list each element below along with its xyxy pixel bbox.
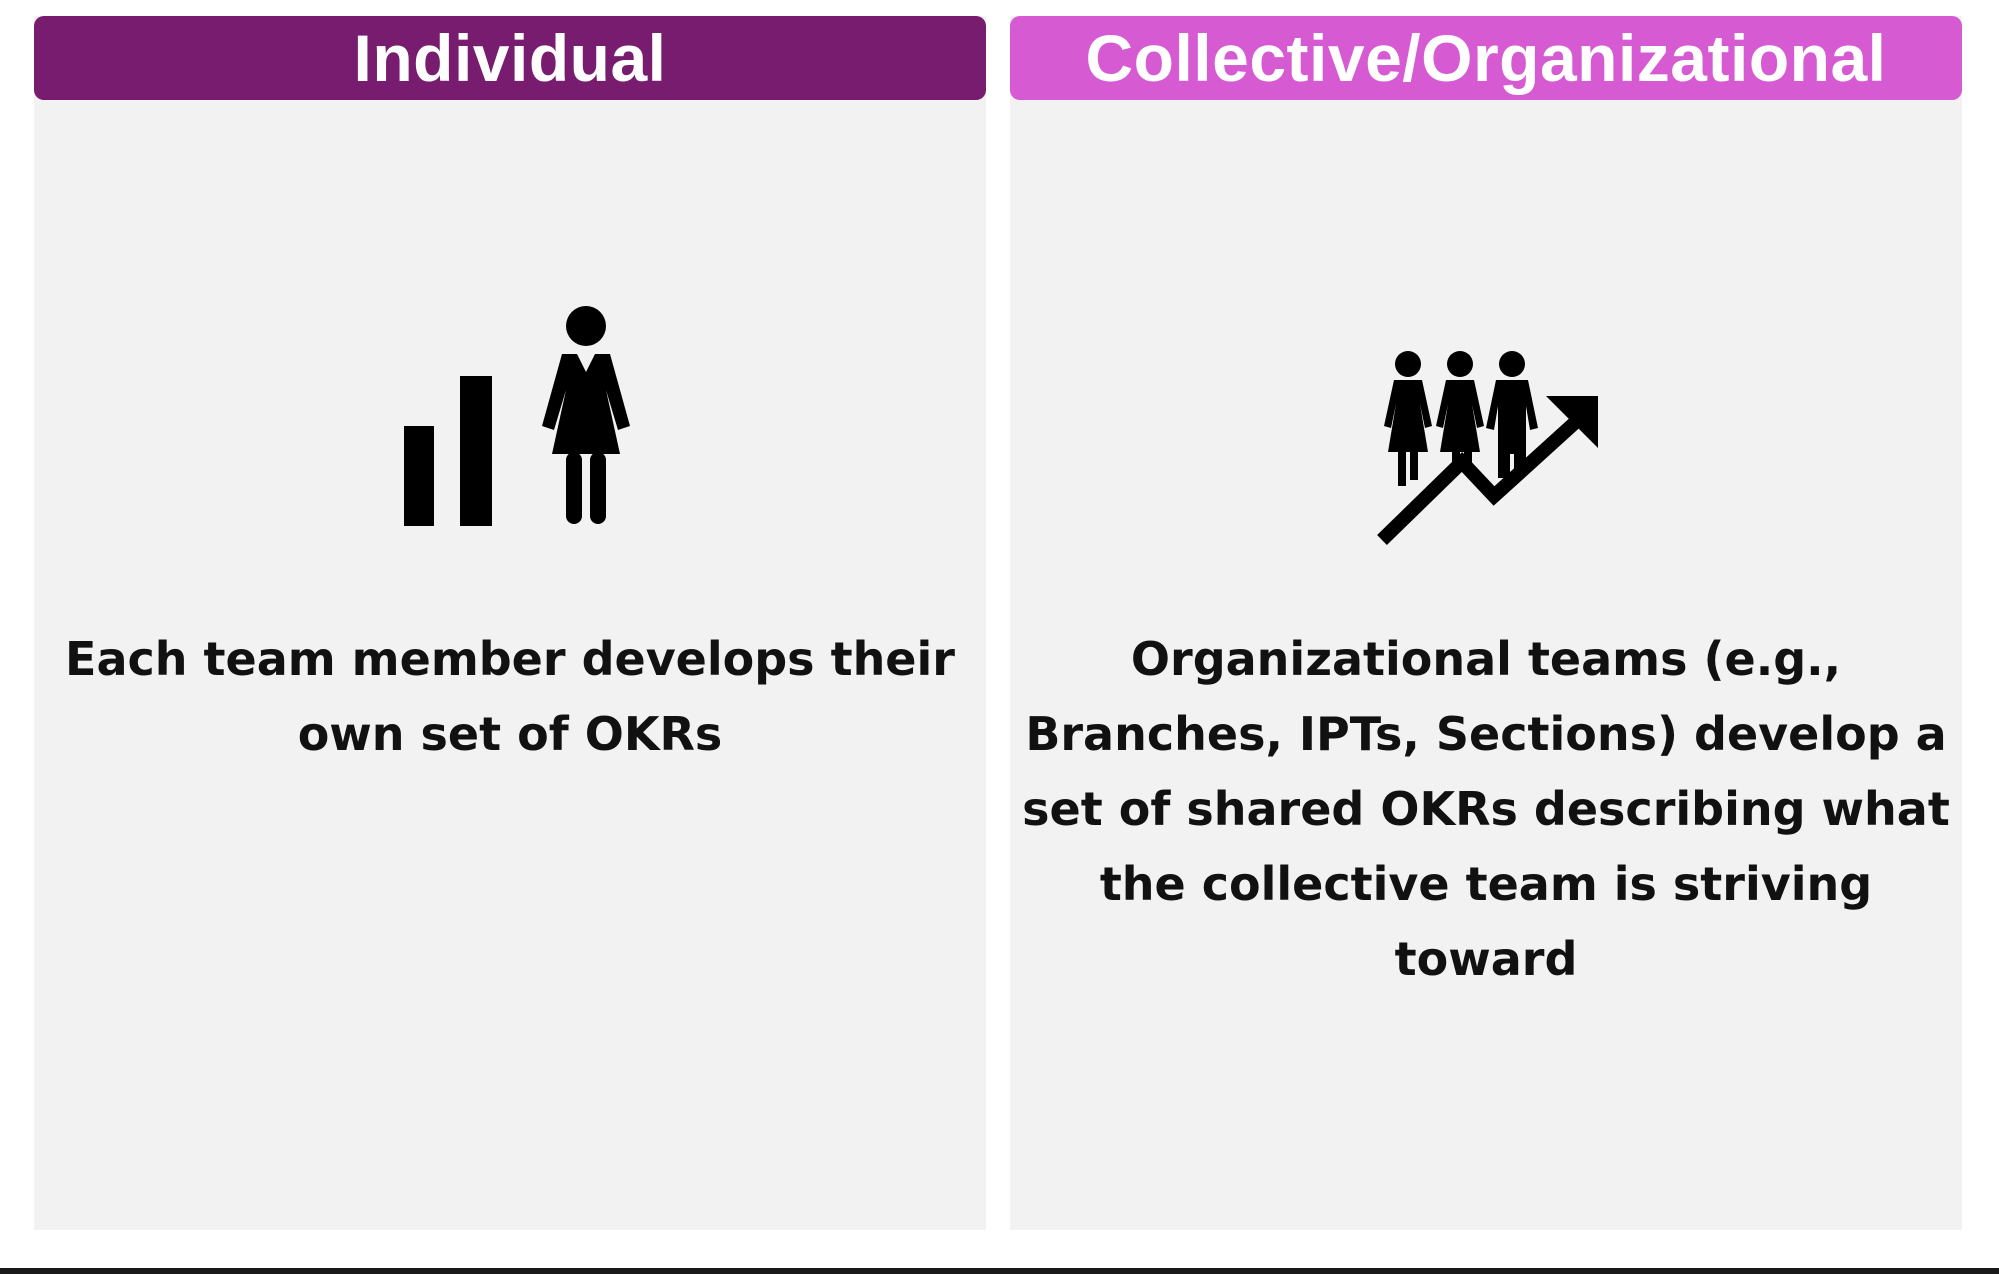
collective-header: Collective/Organizational	[1010, 16, 1962, 100]
woman-bar-chart-icon	[404, 306, 630, 526]
individual-panel: Individual Each team member develops the…	[34, 16, 986, 1230]
collective-panel: Collective/Organizational Organizational…	[1010, 16, 1962, 1230]
collective-description: Organizational teams (e.g., Branches, IP…	[1022, 632, 1950, 986]
team-growth-arrow-icon	[1377, 351, 1598, 546]
bottom-divider	[0, 1268, 1999, 1274]
individual-description: Each team member develops their own set …	[65, 632, 955, 761]
individual-header: Individual	[34, 16, 986, 100]
